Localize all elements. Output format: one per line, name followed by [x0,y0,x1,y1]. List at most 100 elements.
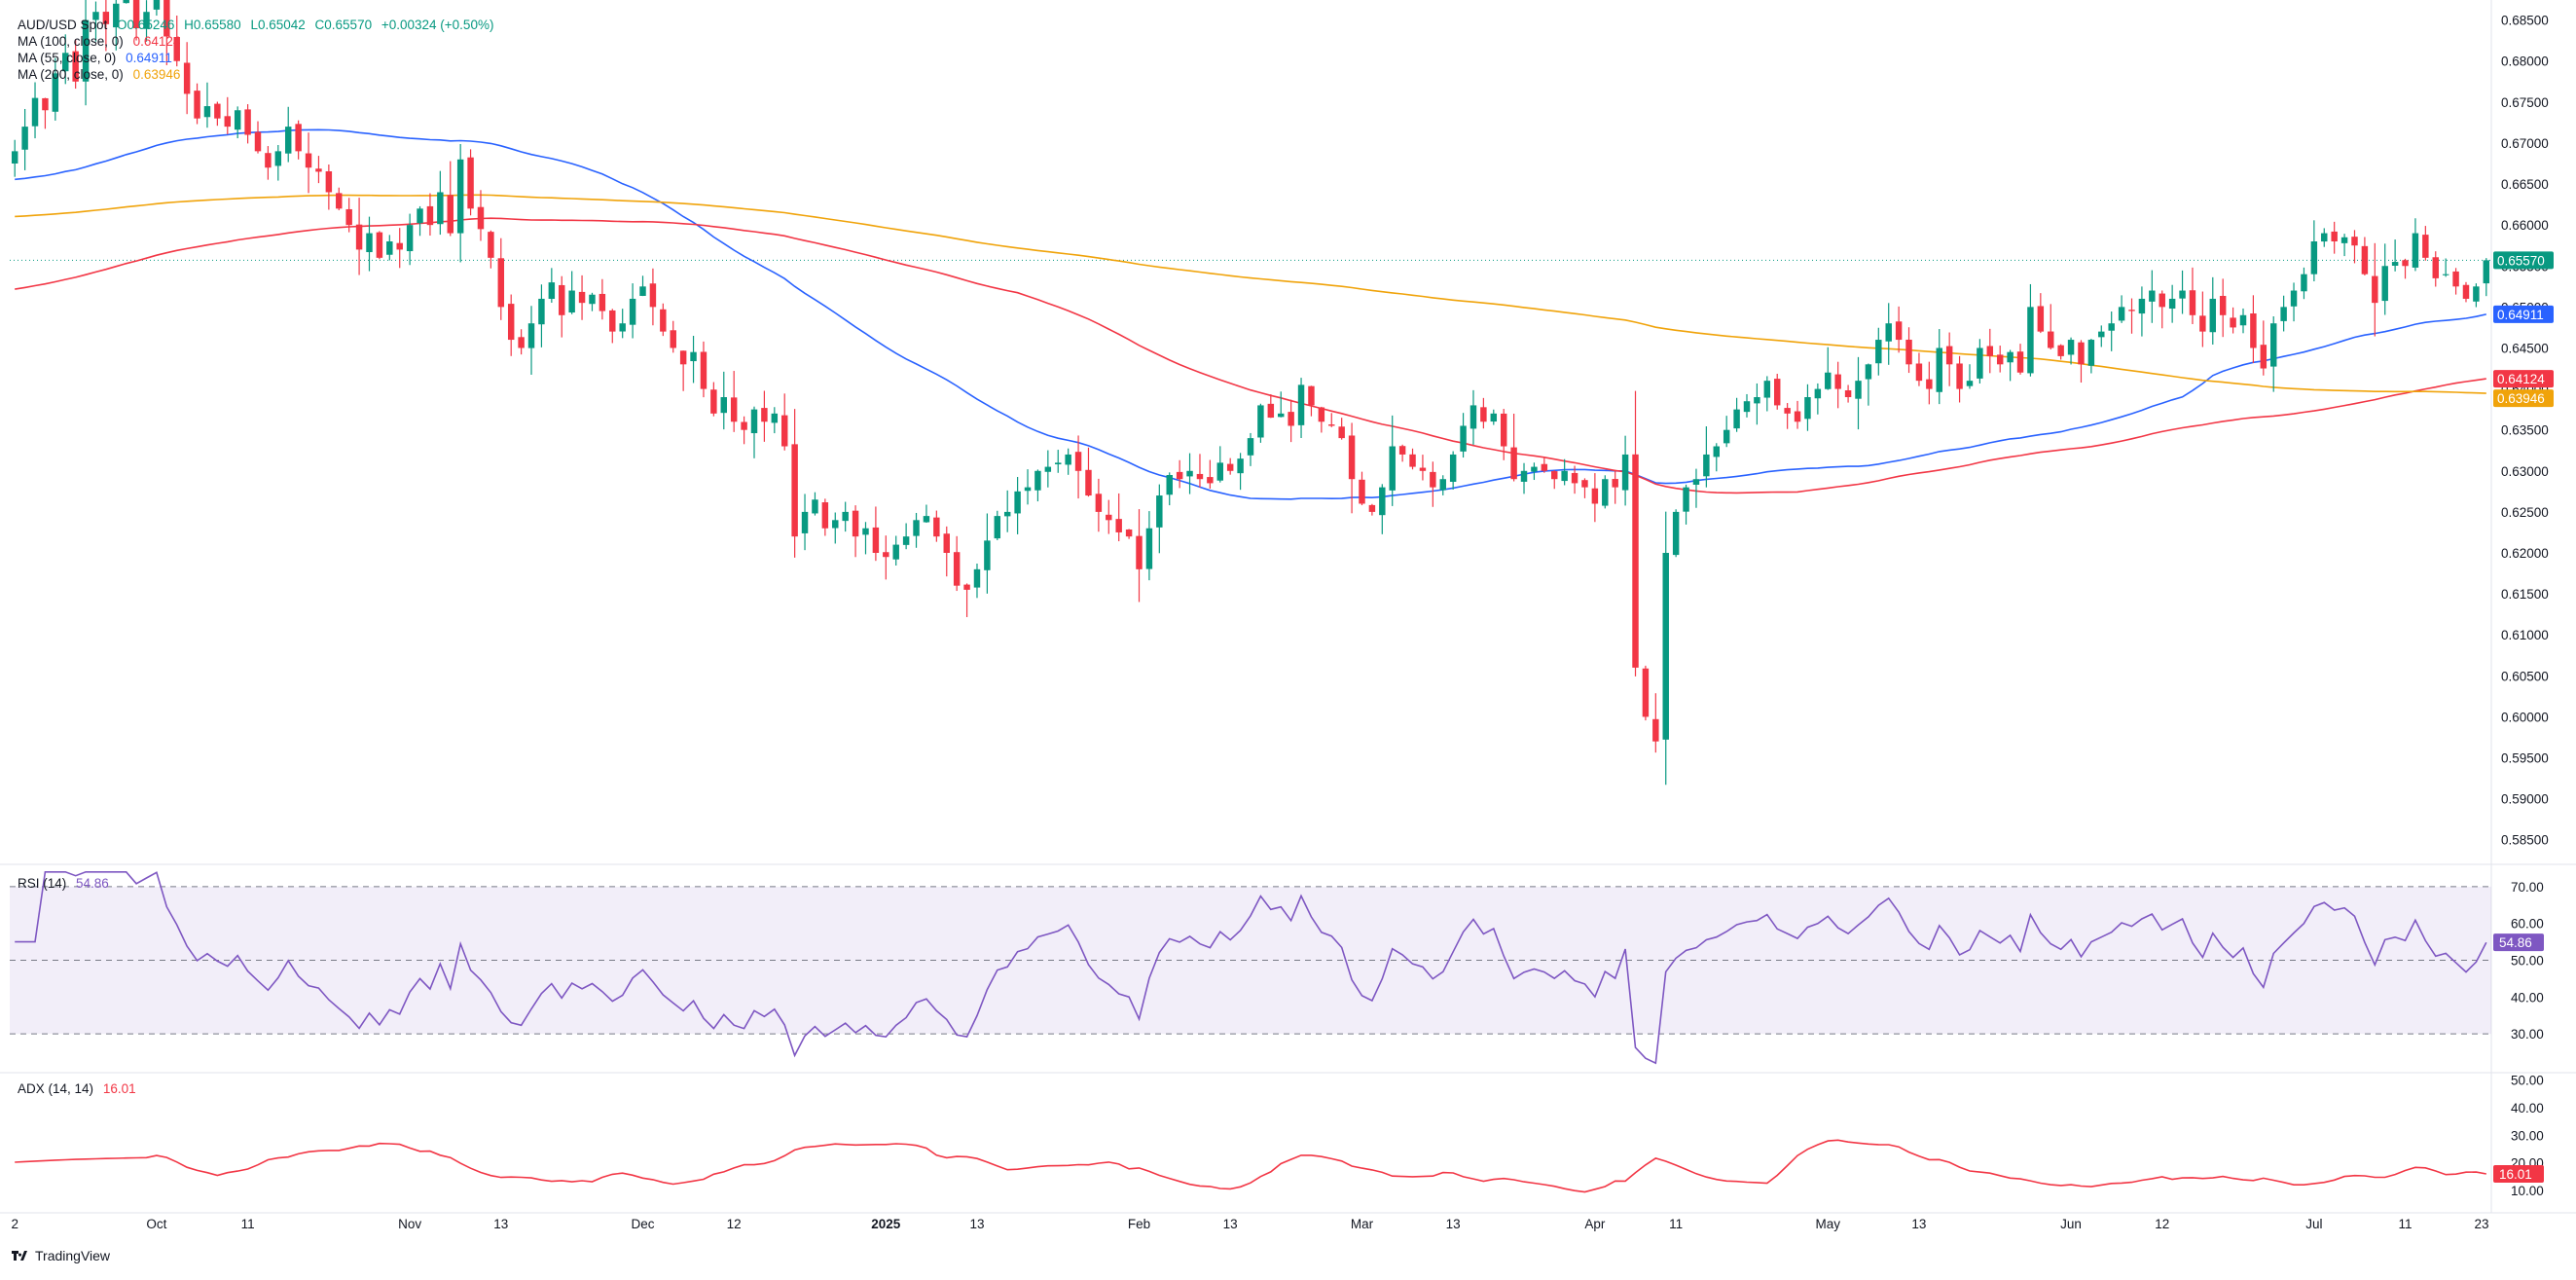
candle [386,235,393,261]
candle [1186,453,1193,494]
price-tick-label: 0.62500 [2501,505,2549,520]
candle-body [336,193,343,209]
candle-body [2351,237,2358,246]
candle [1754,383,1760,425]
candle-body [1662,553,1669,740]
legend-adx: ADX (14, 14) 16.01 [18,1080,136,1097]
candle-body [1288,412,1294,426]
candle [2067,337,2075,365]
candle [1996,346,2004,373]
adx-value: 16.01 [102,1081,136,1096]
candle-body [1652,718,1659,742]
candle-body [234,110,241,130]
candle [11,139,18,177]
rsi-label: RSI (14) [18,876,67,891]
candle [183,42,191,115]
time-tick-label: 13 [969,1217,984,1231]
candle-body [1632,454,1639,668]
candle-body [1926,379,1933,389]
candle [862,522,869,555]
candle-body [1430,471,1436,488]
candle-body [2483,260,2490,284]
candle-body [578,291,586,304]
rsi-value: 54.86 [76,876,109,891]
candle-body [1409,454,1416,467]
candle-body [791,444,798,537]
candle-body [1044,466,1052,472]
candle [507,294,515,356]
candle [1490,409,1498,425]
price-tick-label: 0.66000 [2501,218,2549,233]
ma100-line [15,217,2486,494]
candle [1541,457,1548,473]
price-tick-label: 0.67000 [2501,136,2549,151]
candle-body [456,159,464,234]
candle [336,187,343,211]
candle [1966,364,1974,389]
candle [194,83,200,125]
candle [780,393,788,451]
candle [1145,511,1153,581]
candle [1956,355,1963,403]
candle-body [832,520,839,529]
ma200-axis-label: 0.63946 [2497,391,2545,406]
candle [163,0,170,65]
candle [173,16,180,67]
candle [1834,361,1841,409]
candle-body [488,232,494,258]
candle-body [1621,454,1629,491]
candle [2239,308,2247,334]
candle [132,0,140,41]
axes: 0.68500 0.68000 0.67500 0.67000 0.66500 0.660… [11,14,2554,1231]
candle-body [2189,290,2196,315]
adx-tick-label: 10.00 [2511,1184,2544,1198]
candle-body [1389,446,1396,491]
candle [1166,472,1173,506]
candle [1865,363,1872,406]
candle [2087,339,2095,374]
candle-body [366,233,373,253]
candle [1480,397,1487,429]
candle [214,101,221,127]
candle-body [2321,233,2328,242]
time-tick-label: Apr [1584,1217,1606,1231]
candle-body [132,0,140,29]
candle-body [1348,435,1356,480]
candle-body [1490,413,1498,422]
time-tick-label: 13 [493,1217,508,1231]
candle [1723,416,1730,448]
candle-body [1520,470,1528,482]
brand[interactable]: TradingView [12,1248,110,1263]
candle [761,390,768,442]
time-tick-label: Feb [1128,1217,1150,1231]
candle [589,292,596,311]
candle [690,336,697,384]
candle [812,492,818,516]
price-tick-label: 0.61500 [2501,587,2549,602]
candle [1196,454,1204,488]
candle [366,216,373,272]
candle-body [1439,479,1446,491]
candle [62,34,69,85]
candle [224,96,232,134]
candle-body [437,192,444,225]
rsi-axis-label: 54.86 [2499,935,2532,950]
candle [1885,303,1892,365]
candle [376,231,383,260]
candle [426,193,434,237]
candle-body [1561,470,1568,482]
candle [143,0,150,42]
candle-body [82,19,90,82]
candle [2372,242,2378,337]
candle-body [913,520,920,536]
candle [1945,332,1953,386]
ma100-axis-label: 0.64124 [2497,372,2545,386]
candle [305,132,312,194]
candle-body [1207,477,1214,484]
candle-body [812,499,818,514]
candle [21,108,28,170]
candle [52,57,59,121]
candle [710,382,717,417]
